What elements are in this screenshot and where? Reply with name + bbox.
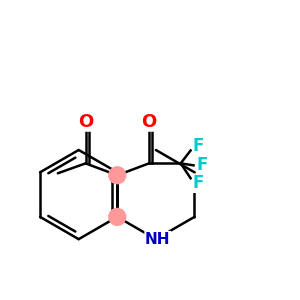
Text: O: O <box>78 113 93 131</box>
Text: O: O <box>141 113 157 131</box>
Text: NH: NH <box>145 232 171 247</box>
Circle shape <box>109 208 126 225</box>
Text: F: F <box>197 156 208 174</box>
Circle shape <box>109 167 126 184</box>
Text: F: F <box>193 174 204 192</box>
Text: F: F <box>193 136 204 154</box>
